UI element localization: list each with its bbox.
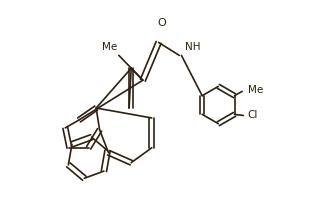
Text: NH: NH xyxy=(185,42,201,52)
Text: Me: Me xyxy=(102,42,117,52)
Text: O: O xyxy=(157,17,166,28)
Text: Cl: Cl xyxy=(247,110,258,120)
Text: Me: Me xyxy=(248,85,263,95)
